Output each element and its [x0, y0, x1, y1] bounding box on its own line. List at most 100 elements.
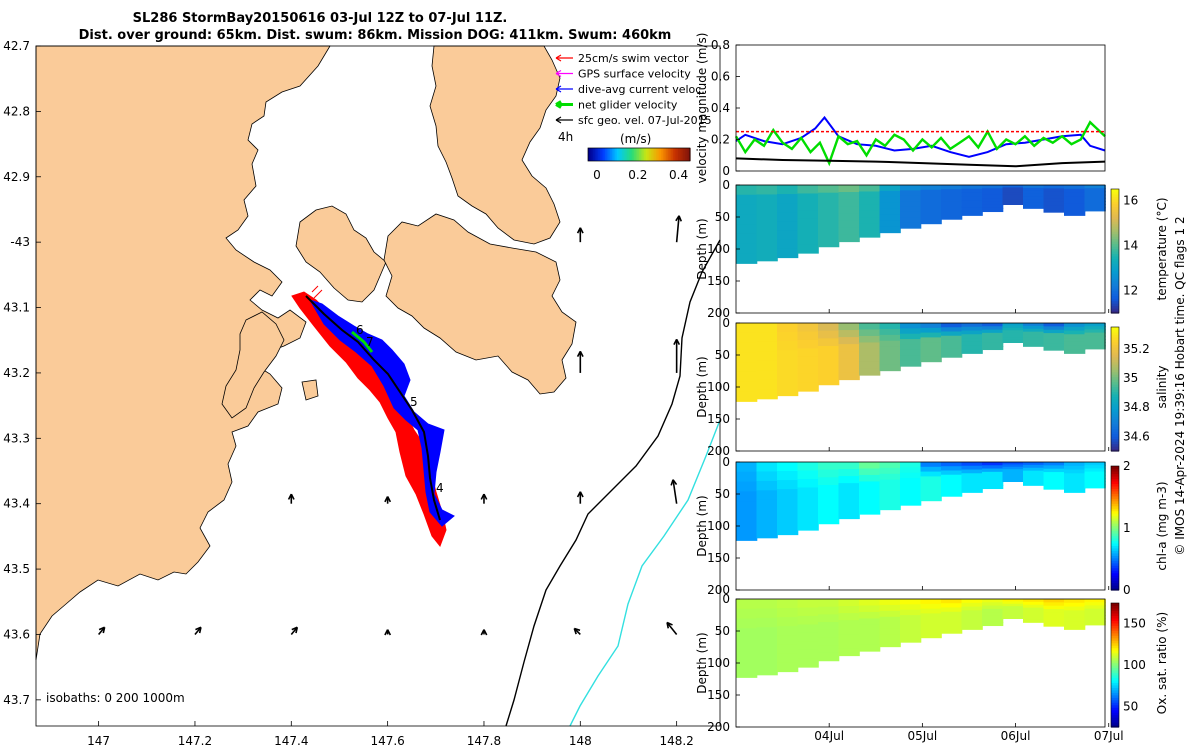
section-ylabel: Depth (m) — [695, 495, 709, 556]
colorbar-cell — [676, 148, 679, 161]
section-colorbar-cell — [1111, 665, 1119, 669]
colorbar-cell — [625, 148, 628, 161]
section-colorbar-cell — [1111, 647, 1119, 651]
section-cell — [838, 220, 860, 229]
velocity-ytick: 0.8 — [711, 38, 730, 52]
section-cell — [920, 599, 942, 605]
section-cell — [982, 336, 1004, 341]
section-cell — [982, 608, 1004, 613]
velocity-ytick: 0.2 — [711, 133, 730, 147]
section-colorbar-tick: 35 — [1123, 371, 1138, 385]
section-cell — [1084, 323, 1106, 327]
section-cell — [961, 484, 983, 490]
section-cell — [879, 352, 901, 360]
section-cell — [920, 462, 942, 468]
section-cell — [838, 199, 860, 207]
section-cell — [1043, 323, 1065, 328]
colorbar-cell — [678, 148, 681, 161]
current-vector-head — [98, 626, 106, 634]
section-cell — [756, 518, 778, 529]
section-colorbar-cell — [1111, 201, 1119, 205]
section-colorbar-cell — [1111, 682, 1119, 686]
section-colorbar-cell — [1111, 396, 1119, 400]
section-cell — [838, 511, 860, 520]
section-cell — [879, 473, 901, 481]
section-colorbar-cell — [1111, 221, 1119, 225]
section-cell — [1064, 488, 1086, 493]
section-colorbar-cell — [1111, 198, 1119, 202]
section-ylabel: Depth (m) — [695, 632, 709, 693]
section-ytick: 200 — [707, 306, 730, 320]
section-colorbar-tick: 12 — [1123, 283, 1138, 297]
section-cell — [961, 200, 983, 205]
section-cell — [777, 608, 799, 618]
section-cell — [756, 251, 778, 262]
section-cell — [879, 599, 901, 606]
section-cell — [920, 323, 942, 329]
section-cell — [756, 499, 778, 510]
section-cell — [900, 604, 922, 611]
section-colorbar-cell — [1111, 547, 1119, 551]
section-colorbar-cell — [1111, 349, 1119, 353]
section-cell — [777, 239, 799, 250]
section-cell — [1002, 606, 1024, 610]
section-cell — [797, 331, 819, 341]
section-cell — [900, 472, 922, 479]
section-cell — [736, 185, 758, 196]
section-cell — [900, 625, 922, 632]
section-cell — [879, 628, 901, 636]
section-ytick: 100 — [707, 242, 730, 256]
section-ytick: 0 — [722, 455, 730, 469]
section-cell — [1002, 337, 1024, 341]
colorbar-cell — [664, 148, 667, 161]
section-cell — [982, 612, 1004, 617]
section-cell — [941, 603, 963, 609]
colorbar-cell — [635, 148, 638, 161]
section-cell — [982, 484, 1004, 490]
section-panel-4: 0 50 100 150 200 Depth (m) 50 100 150 Ox. sat. ra… — [695, 592, 1169, 734]
section-cell — [879, 226, 901, 234]
section-colorbar-tick: 34.6 — [1123, 429, 1150, 443]
section-cell — [1023, 470, 1045, 475]
section-colorbar-cell — [1111, 657, 1119, 661]
section-colorbar-cell — [1111, 510, 1119, 514]
colorbar-cell — [639, 148, 642, 161]
section-cell — [1023, 601, 1045, 606]
section-cell — [920, 351, 942, 358]
section-cell — [1064, 196, 1086, 201]
colorbar-tick: 0.2 — [628, 168, 647, 182]
section-cell — [859, 217, 881, 225]
section-cell — [797, 487, 819, 497]
section-colorbar-tick: 50 — [1123, 699, 1138, 713]
map-current-vectors — [98, 215, 683, 636]
section-cell — [756, 379, 778, 390]
section-cell — [1023, 337, 1045, 342]
section-colorbar-cell — [1111, 712, 1119, 716]
section-colorbar-cell — [1111, 381, 1119, 385]
colorbar-cell — [593, 148, 596, 161]
section-cell — [1084, 194, 1106, 199]
section-cell — [900, 488, 922, 495]
section-colorbar-cell — [1111, 498, 1119, 502]
colorbar-cell — [667, 148, 671, 161]
section-cell — [838, 192, 860, 200]
section-cell — [982, 326, 1004, 331]
section-cell — [736, 391, 758, 402]
section-cell — [961, 599, 983, 604]
section-cell — [736, 638, 758, 649]
section-cell — [736, 323, 758, 334]
current-vector-head — [480, 493, 488, 500]
section-ytick: 0 — [722, 178, 730, 192]
isobath-1000m — [569, 419, 721, 727]
track-net-glider — [351, 330, 374, 353]
velocity-ytick: 0.4 — [711, 101, 730, 115]
section-cell — [838, 648, 860, 657]
section-cell — [859, 368, 881, 376]
section-cell — [797, 624, 819, 634]
section-cell — [941, 344, 963, 350]
section-cell — [797, 512, 819, 523]
section-ytick: 150 — [707, 412, 730, 426]
track-dive-avg — [308, 299, 455, 527]
section-cell — [756, 232, 778, 243]
